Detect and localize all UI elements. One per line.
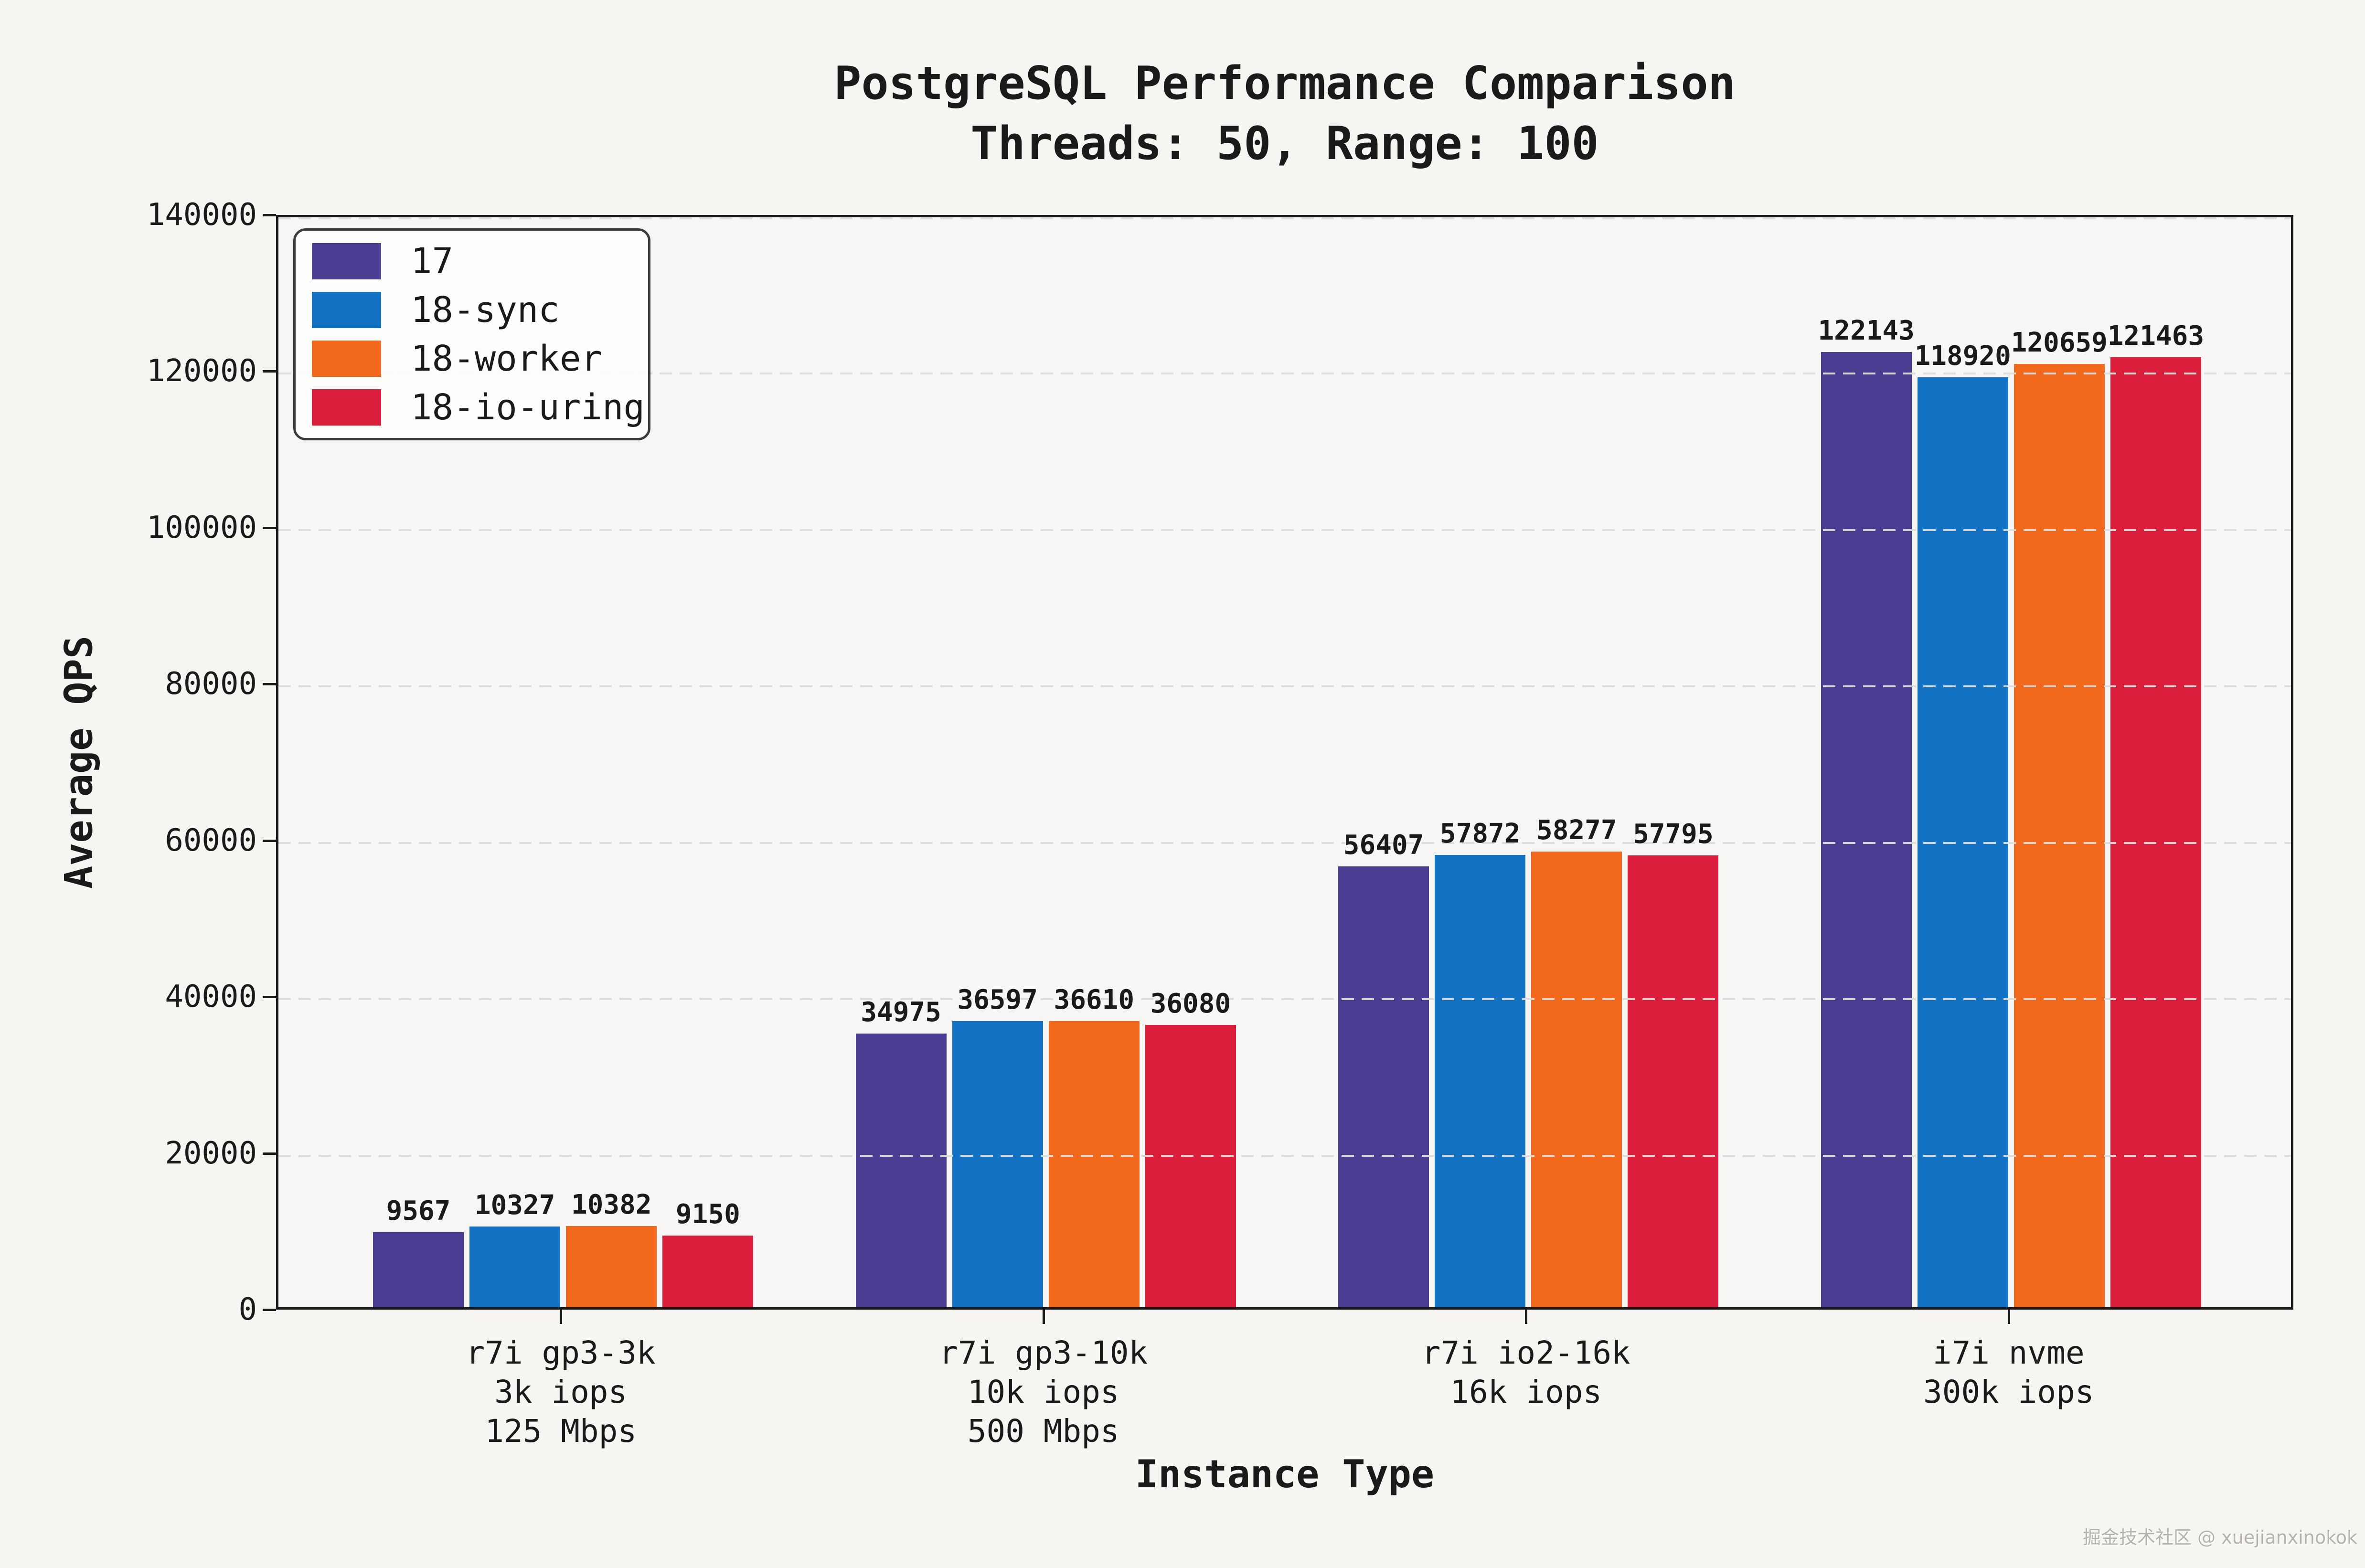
bar-value-label: 121463 bbox=[2107, 320, 2205, 352]
legend-row-18-sync: 18-sync bbox=[312, 292, 648, 328]
bar-18-worker-group3 bbox=[1531, 851, 1622, 1307]
legend-label-18-worker: 18-worker bbox=[411, 338, 602, 379]
bar-value-label: 34975 bbox=[861, 997, 941, 1028]
bar-value-label: 58277 bbox=[1536, 814, 1617, 846]
chart-title-block: PostgreSQL Performance Comparison Thread… bbox=[276, 53, 2293, 174]
plot-area: 9567 34975 56407 122143 10327 36597 57872 11892… bbox=[276, 215, 2293, 1310]
y-tick-label: 80000 bbox=[165, 666, 257, 702]
legend-swatch-18-worker bbox=[312, 341, 381, 377]
bar-value-label: 118920 bbox=[1914, 341, 2011, 372]
bar-value-label: 120659 bbox=[2011, 327, 2108, 358]
gridline-40000 bbox=[278, 998, 2291, 1001]
legend: 17 18-sync 18-worker 18-io-uring bbox=[293, 228, 650, 440]
bar-18-io-uring-group4 bbox=[2110, 357, 2201, 1307]
gridline-20000 bbox=[278, 1154, 2291, 1157]
y-tick-label: 100000 bbox=[146, 510, 257, 545]
y-tick-mark bbox=[263, 1309, 276, 1311]
y-tick-mark bbox=[263, 526, 276, 529]
x-axis-title: Instance Type bbox=[1135, 1452, 1435, 1496]
bar-17-group1 bbox=[373, 1232, 464, 1307]
legend-swatch-18-sync bbox=[312, 292, 381, 328]
y-tick-label: 0 bbox=[238, 1292, 257, 1327]
y-tick-label: 20000 bbox=[165, 1135, 257, 1171]
bar-value-label: 122143 bbox=[1818, 315, 1915, 347]
bars-layer bbox=[278, 217, 2291, 1307]
bar-value-label: 10327 bbox=[474, 1189, 555, 1221]
gridline-60000 bbox=[278, 842, 2291, 844]
y-tick-mark bbox=[263, 370, 276, 373]
category-label-group1: r7i gp3-3k 3k iops 125 Mbps bbox=[466, 1334, 656, 1450]
watermark: 掘金技术社区 @ xuejianxinokok bbox=[2083, 1527, 2357, 1548]
x-tick-mark bbox=[1042, 1310, 1045, 1324]
gridline-100000 bbox=[278, 529, 2291, 531]
category-label-group4: i7i nvme 300k iops bbox=[1923, 1334, 2094, 1410]
bar-value-labels-layer: 9567 34975 56407 122143 10327 36597 57872 11892… bbox=[278, 217, 2291, 1307]
bar-18-sync-group3 bbox=[1435, 854, 1526, 1307]
y-tick-mark bbox=[263, 214, 276, 216]
bar-18-worker-group4 bbox=[2013, 363, 2105, 1307]
y-tick-label: 60000 bbox=[165, 822, 257, 858]
bar-value-label: 36597 bbox=[957, 984, 1038, 1015]
gridline-140000 bbox=[278, 217, 2291, 219]
legend-swatch-17 bbox=[312, 243, 381, 279]
y-tick-mark bbox=[263, 996, 276, 999]
y-tick-mark bbox=[263, 839, 276, 842]
bar-18-sync-group2 bbox=[952, 1021, 1043, 1307]
legend-row-17: 17 bbox=[312, 243, 648, 279]
y-tick-mark bbox=[263, 1152, 276, 1155]
bar-18-io-uring-group3 bbox=[1628, 855, 1719, 1307]
bar-value-label: 56407 bbox=[1343, 829, 1424, 861]
bar-17-group3 bbox=[1338, 866, 1429, 1307]
bar-value-label: 9567 bbox=[386, 1195, 451, 1227]
bar-17-group2 bbox=[855, 1034, 947, 1307]
x-tick-mark bbox=[2007, 1310, 2010, 1324]
gridline-120000 bbox=[278, 373, 2291, 375]
bar-18-io-uring-group1 bbox=[662, 1236, 754, 1307]
bar-18-sync-group1 bbox=[469, 1226, 561, 1307]
y-axis: 0 20000 40000 60000 80000 100000 120000 140000 bbox=[0, 197, 276, 1327]
bar-value-label: 57795 bbox=[1633, 818, 1714, 850]
x-tick-mark bbox=[560, 1310, 563, 1324]
bar-value-label: 36080 bbox=[1150, 988, 1231, 1020]
bar-value-label: 9150 bbox=[675, 1199, 740, 1230]
legend-label-17: 17 bbox=[411, 241, 454, 282]
y-tick-mark bbox=[263, 683, 276, 686]
legend-label-18-io-uring: 18-io-uring bbox=[411, 387, 645, 428]
x-tick-mark bbox=[1525, 1310, 1528, 1324]
bar-18-io-uring-group2 bbox=[1145, 1025, 1236, 1307]
legend-label-18-sync: 18-sync bbox=[411, 289, 560, 331]
bar-18-worker-group1 bbox=[566, 1226, 657, 1307]
y-tick-label: 40000 bbox=[165, 979, 257, 1015]
chart-title: PostgreSQL Performance Comparison bbox=[834, 57, 1736, 110]
legend-row-18-io-uring: 18-io-uring bbox=[312, 389, 648, 426]
chart-subtitle: Threads: 50, Range: 100 bbox=[970, 117, 1599, 170]
gridlines-layer bbox=[278, 217, 2291, 1307]
bar-17-group4 bbox=[1821, 352, 1912, 1307]
y-tick-label: 120000 bbox=[146, 353, 257, 389]
bar-value-label: 57872 bbox=[1439, 818, 1521, 849]
category-label-group2: r7i gp3-10k 10k iops 500 Mbps bbox=[939, 1334, 1148, 1450]
bar-value-label: 36610 bbox=[1054, 984, 1135, 1015]
legend-swatch-18-io-uring bbox=[312, 389, 381, 426]
bar-18-worker-group2 bbox=[1048, 1021, 1140, 1307]
y-tick-label: 140000 bbox=[146, 197, 257, 233]
legend-row-18-worker: 18-worker bbox=[312, 341, 648, 377]
bar-value-label: 10382 bbox=[571, 1189, 652, 1221]
category-label-group3: r7i io2-16k 16k iops bbox=[1421, 1334, 1630, 1410]
gridline-80000 bbox=[278, 685, 2291, 688]
x-axis: r7i gp3-3k 3k iops 125 Mbps r7i gp3-10k 1… bbox=[276, 1310, 2293, 1510]
